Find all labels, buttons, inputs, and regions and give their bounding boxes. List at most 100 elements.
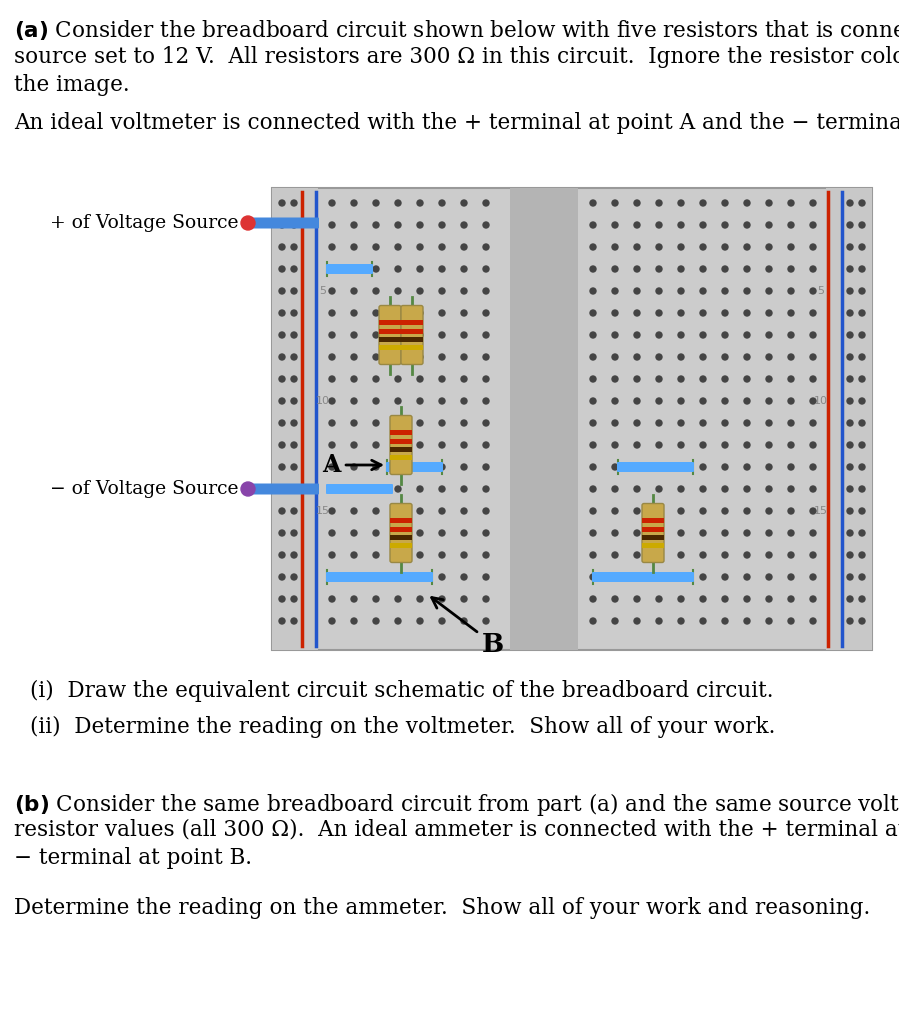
Circle shape (847, 464, 853, 470)
Circle shape (483, 420, 489, 426)
Circle shape (859, 332, 865, 338)
Circle shape (700, 332, 706, 338)
Circle shape (439, 552, 445, 558)
Circle shape (373, 332, 379, 338)
Circle shape (483, 618, 489, 624)
Circle shape (590, 552, 596, 558)
Circle shape (700, 464, 706, 470)
Circle shape (847, 530, 853, 536)
Circle shape (859, 200, 865, 206)
Circle shape (329, 618, 335, 624)
Circle shape (700, 596, 706, 602)
FancyBboxPatch shape (401, 305, 423, 365)
Circle shape (417, 486, 423, 492)
Circle shape (373, 530, 379, 536)
Circle shape (417, 266, 423, 272)
Circle shape (656, 420, 662, 426)
Circle shape (612, 310, 618, 316)
Text: 10: 10 (316, 396, 330, 406)
Bar (272, 188, 872, 650)
Circle shape (722, 442, 728, 449)
Circle shape (590, 266, 596, 272)
Circle shape (788, 222, 794, 228)
Circle shape (279, 486, 285, 492)
Text: $\mathbf{(b)}$ Consider the same breadboard circuit from part (a) and the same s: $\mathbf{(b)}$ Consider the same breadbo… (14, 791, 899, 818)
Circle shape (373, 288, 379, 294)
Circle shape (417, 420, 423, 426)
Circle shape (351, 486, 357, 492)
Circle shape (329, 508, 335, 514)
Text: − terminal at point B.: − terminal at point B. (14, 847, 252, 869)
Circle shape (483, 288, 489, 294)
Circle shape (351, 266, 357, 272)
Circle shape (722, 200, 728, 206)
Circle shape (612, 266, 618, 272)
Circle shape (744, 222, 750, 228)
Circle shape (678, 244, 684, 250)
Circle shape (373, 244, 379, 250)
Text: 10: 10 (814, 396, 828, 406)
Circle shape (859, 530, 865, 536)
Circle shape (859, 310, 865, 316)
Circle shape (279, 508, 285, 514)
Circle shape (373, 508, 379, 514)
Circle shape (291, 442, 297, 449)
Circle shape (722, 266, 728, 272)
Circle shape (395, 244, 401, 250)
Text: − of Voltage Source: − of Voltage Source (50, 480, 238, 498)
Circle shape (483, 508, 489, 514)
Bar (379, 329, 401, 334)
Circle shape (612, 398, 618, 404)
Circle shape (634, 332, 640, 338)
Circle shape (351, 442, 357, 449)
Circle shape (700, 200, 706, 206)
Circle shape (329, 552, 335, 558)
Circle shape (483, 574, 489, 580)
Circle shape (766, 464, 772, 470)
Circle shape (766, 398, 772, 404)
Circle shape (634, 376, 640, 382)
Circle shape (329, 266, 335, 272)
Circle shape (417, 618, 423, 624)
Circle shape (656, 464, 662, 470)
Circle shape (417, 442, 423, 449)
Circle shape (810, 288, 816, 294)
Circle shape (291, 486, 297, 492)
Circle shape (678, 222, 684, 228)
Circle shape (461, 442, 467, 449)
Circle shape (612, 596, 618, 602)
Circle shape (483, 332, 489, 338)
Circle shape (634, 574, 640, 580)
Circle shape (483, 266, 489, 272)
Circle shape (766, 332, 772, 338)
Circle shape (810, 200, 816, 206)
Bar (401, 345, 423, 350)
Circle shape (279, 574, 285, 580)
Circle shape (373, 618, 379, 624)
Circle shape (351, 376, 357, 382)
Bar (826, 188, 872, 650)
Circle shape (439, 596, 445, 602)
Circle shape (590, 332, 596, 338)
Circle shape (373, 486, 379, 492)
Circle shape (439, 464, 445, 470)
Circle shape (766, 288, 772, 294)
Circle shape (766, 486, 772, 492)
Circle shape (722, 574, 728, 580)
Circle shape (612, 354, 618, 360)
Circle shape (461, 486, 467, 492)
Circle shape (373, 420, 379, 426)
Circle shape (634, 464, 640, 470)
Circle shape (634, 310, 640, 316)
Circle shape (351, 310, 357, 316)
Circle shape (439, 574, 445, 580)
Circle shape (395, 332, 401, 338)
Circle shape (810, 244, 816, 250)
Circle shape (788, 244, 794, 250)
Text: (i)  Draw the equivalent circuit schematic of the breadboard circuit.: (i) Draw the equivalent circuit schemati… (30, 680, 773, 702)
Circle shape (417, 464, 423, 470)
Circle shape (590, 288, 596, 294)
Circle shape (788, 464, 794, 470)
Circle shape (744, 596, 750, 602)
Circle shape (612, 442, 618, 449)
